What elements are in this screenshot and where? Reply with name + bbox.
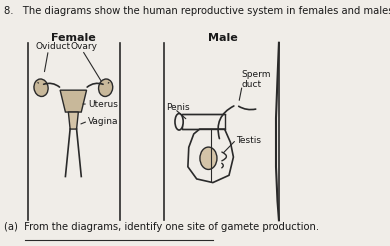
Text: Female: Female — [51, 33, 96, 43]
Polygon shape — [60, 90, 87, 112]
Polygon shape — [182, 114, 225, 129]
Text: Ovary: Ovary — [71, 42, 98, 51]
Text: Sperm: Sperm — [242, 70, 271, 79]
Text: duct: duct — [242, 80, 262, 89]
Ellipse shape — [34, 79, 48, 96]
Ellipse shape — [99, 79, 113, 96]
Ellipse shape — [175, 113, 183, 130]
Text: Oviduct: Oviduct — [35, 42, 70, 51]
Ellipse shape — [200, 147, 217, 169]
Text: Penis: Penis — [166, 103, 190, 112]
Text: 8.   The diagrams show the human reproductive system in females and males.: 8. The diagrams show the human reproduct… — [4, 6, 390, 16]
Text: Vagina: Vagina — [88, 117, 119, 126]
Text: Testis: Testis — [236, 136, 261, 145]
Text: (a)  From the diagrams, identify one site of gamete production.: (a) From the diagrams, identify one site… — [4, 221, 319, 231]
Text: Male: Male — [208, 33, 238, 43]
Text: Uterus: Uterus — [88, 100, 118, 109]
Polygon shape — [188, 129, 233, 183]
Polygon shape — [68, 112, 78, 129]
